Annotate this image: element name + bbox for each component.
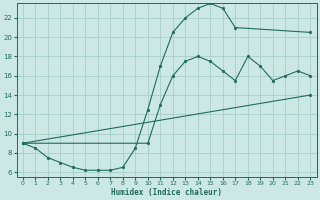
X-axis label: Humidex (Indice chaleur): Humidex (Indice chaleur) [111, 188, 222, 197]
